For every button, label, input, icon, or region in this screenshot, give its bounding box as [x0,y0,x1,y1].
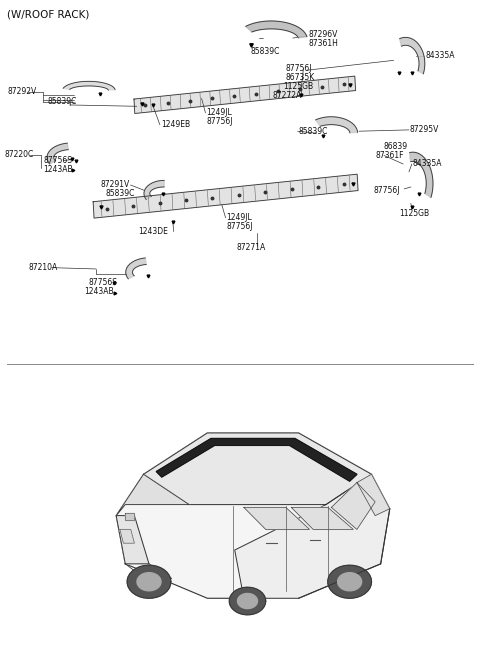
Text: 87210A: 87210A [29,263,58,272]
Polygon shape [125,513,134,520]
Text: 1243AB: 1243AB [84,287,114,297]
Text: 85839C: 85839C [106,189,135,198]
Polygon shape [357,474,390,516]
Polygon shape [238,594,257,609]
Text: 87272A: 87272A [273,91,302,100]
Text: 1243AB: 1243AB [43,165,73,174]
Text: 87361F: 87361F [375,151,404,160]
Text: 87271A: 87271A [236,243,265,253]
Text: 1249JL: 1249JL [206,108,232,117]
Text: 86735K: 86735K [286,73,315,82]
Text: 87756J: 87756J [373,186,400,195]
Polygon shape [144,180,164,199]
Polygon shape [400,37,425,74]
Polygon shape [235,474,390,598]
Polygon shape [328,565,372,598]
Text: 87292V: 87292V [7,87,36,96]
Text: 84335A: 84335A [413,159,442,169]
Polygon shape [134,76,356,113]
Text: 1249EB: 1249EB [161,120,190,129]
Polygon shape [126,258,146,279]
Text: 1243DE: 1243DE [138,227,168,236]
Text: 84335A: 84335A [425,51,455,60]
Text: 85839C: 85839C [299,127,328,136]
Polygon shape [229,587,266,615]
Text: 87756J: 87756J [206,117,233,126]
Polygon shape [316,117,358,133]
Polygon shape [331,483,375,529]
Polygon shape [93,174,358,218]
Polygon shape [116,474,189,516]
Polygon shape [246,21,307,38]
Text: 87756J: 87756J [227,222,253,231]
Text: 87756S: 87756S [89,277,118,287]
Text: 85839C: 85839C [48,97,77,106]
Polygon shape [116,433,390,598]
Text: 1249JL: 1249JL [227,213,252,222]
Polygon shape [137,573,161,591]
Text: 87291V: 87291V [101,180,130,190]
Polygon shape [127,565,171,598]
Polygon shape [244,507,310,529]
Text: 1125GB: 1125GB [399,209,430,218]
Polygon shape [291,507,353,529]
Polygon shape [144,433,372,504]
Text: 87296V: 87296V [309,30,338,39]
Polygon shape [337,573,361,591]
Text: 87361H: 87361H [309,39,338,48]
Text: 85839C: 85839C [251,47,280,56]
Text: 87756J: 87756J [286,64,312,73]
Text: 1125GB: 1125GB [283,82,313,91]
Polygon shape [409,152,433,197]
Text: 87295V: 87295V [410,125,439,134]
Text: 86839: 86839 [384,142,408,152]
Polygon shape [116,516,149,564]
Polygon shape [156,438,357,482]
Polygon shape [63,81,115,90]
Text: 87220C: 87220C [5,150,34,159]
Text: 87756S: 87756S [43,156,72,165]
Polygon shape [120,529,134,543]
Polygon shape [47,143,68,164]
Text: (W/ROOF RACK): (W/ROOF RACK) [7,9,90,19]
